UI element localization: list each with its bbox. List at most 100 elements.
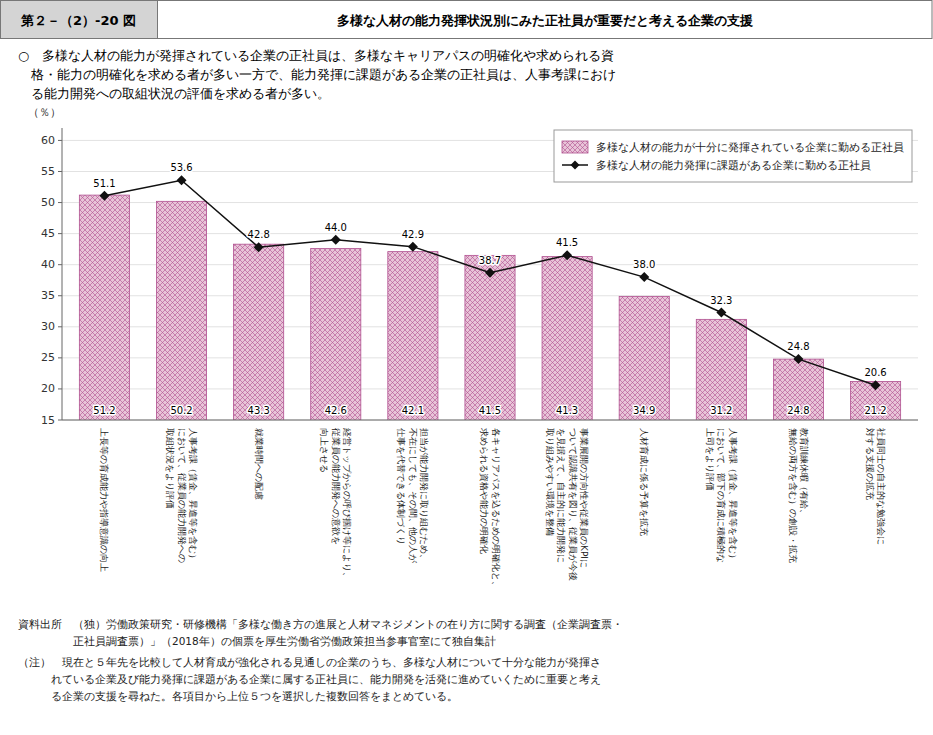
x-axis-line bbox=[62, 420, 918, 421]
category-label-line: を見据えて、自主的に能力開発に bbox=[556, 428, 566, 563]
line-marker bbox=[562, 250, 572, 260]
legend-marker bbox=[571, 161, 580, 170]
source-note: 資料出所 （独）労働政策研究・研修機構「多様な働き方の進展と人材マネジメントの在… bbox=[18, 618, 623, 631]
line-value-label: 51.1 bbox=[93, 178, 115, 189]
bar-value-label: 21.2 bbox=[864, 405, 886, 416]
bar-value-label: 50.2 bbox=[170, 405, 192, 416]
y-tick-label: 50 bbox=[41, 196, 55, 209]
y-tick bbox=[58, 388, 62, 389]
subtitle: ○ 多様な人材の能力が発揮されている企業の正社員は、多様なキャリアパスの明確化や… bbox=[18, 48, 614, 63]
category-label-line: 人材育成に係る予算を拡充 bbox=[639, 428, 649, 536]
y-tick bbox=[58, 326, 62, 327]
category-label-line: 向上させる bbox=[319, 428, 329, 473]
line-value-label: 38.0 bbox=[633, 259, 655, 270]
bar-value-label: 31.2 bbox=[710, 405, 732, 416]
y-tick bbox=[58, 202, 62, 203]
bar bbox=[311, 249, 361, 420]
marks bbox=[79, 175, 900, 420]
category-label: 人事考課（賃金、昇進等を含む）において、従業員の能力開発への取組状況をより評価 bbox=[165, 428, 198, 563]
bar bbox=[234, 244, 284, 420]
category-label: 教育訓練休暇（有給、無給の両方を含む）の創設・拡充 bbox=[788, 428, 810, 563]
category-label-line: 上司をより評価 bbox=[705, 428, 715, 491]
x-axis: 上長等の育成能力や指導意識の向上人事考課（賃金、昇進等を含む）において、従業員の… bbox=[99, 427, 886, 590]
line-value-label: 53.6 bbox=[170, 162, 192, 173]
line-marker bbox=[408, 242, 418, 252]
category-label-line: 人事考課（賃金、昇進等を含む） bbox=[188, 428, 198, 563]
bar-value-label: 41.3 bbox=[556, 405, 578, 416]
line-value-label: 42.9 bbox=[402, 229, 424, 240]
bar bbox=[619, 296, 669, 420]
category-label-line: 無給の両方を含む）の創設・拡充 bbox=[788, 428, 798, 563]
y-tick-label: 35 bbox=[41, 289, 55, 302]
y-tick-label: 30 bbox=[41, 320, 55, 333]
y-tick-label: 40 bbox=[41, 258, 55, 271]
category-label: 社員同士の自主的な勉強会に対する支援の拡充 bbox=[865, 428, 887, 545]
line-value-label: 42.8 bbox=[248, 229, 270, 240]
line-value-label: 24.8 bbox=[787, 341, 809, 352]
bar bbox=[388, 252, 438, 420]
y-tick bbox=[58, 420, 62, 421]
y-tick bbox=[58, 233, 62, 234]
category-label-line: 社員同士の自主的な勉強会に bbox=[876, 428, 886, 545]
y-axis-label: （％） bbox=[28, 106, 61, 119]
legend-label: 多様な人材の能力が十分に発揮されている企業に勤める正社員 bbox=[596, 141, 904, 154]
y-tick bbox=[58, 171, 62, 172]
note: れている企業及び能力発揮に課題がある企業に属する正社員に、能力開発を活発に進めて… bbox=[18, 673, 601, 686]
figure-number-box bbox=[1, 1, 158, 39]
bar-value-label: 41.5 bbox=[479, 405, 501, 416]
note: る企業の支援を尋ねた。各項目から上位５つを選択した複数回答をまとめている。 bbox=[18, 690, 458, 702]
category-label: 上長等の育成能力や指導意識の向上 bbox=[99, 428, 109, 572]
legend-label: 多様な人材の能力発揮に課題がある企業に勤める正社員 bbox=[596, 159, 871, 172]
title-box bbox=[158, 1, 933, 39]
category-label: 就業時間への配慮 bbox=[254, 428, 264, 500]
category-label-line: 不在にしても、その間、他の人が bbox=[408, 428, 418, 564]
y-tick-label: 20 bbox=[41, 382, 55, 395]
bar-value-label: 42.6 bbox=[325, 405, 347, 416]
category-label: 各キャリアパスを込るための明確化と、求められる資格や能力の明確化 bbox=[479, 428, 501, 590]
subtitle: 格・能力の明確化を求める者が多い一方で、能力発揮に課題がある企業の正社員は、人事… bbox=[18, 67, 616, 82]
category-label-line: 事業展開の方向性や従業員のKPIに bbox=[579, 428, 589, 568]
legend: 多様な人材の能力が十分に発揮されている企業に勤める正社員多様な人材の能力発揮に課… bbox=[554, 130, 912, 182]
bar bbox=[773, 359, 823, 420]
category-label-line: 各キャリアパスを込るための明確化と、 bbox=[491, 428, 501, 590]
category-label-line: 対する支援の拡充 bbox=[865, 428, 875, 500]
line-value-label: 32.3 bbox=[710, 295, 732, 306]
line-marker bbox=[177, 175, 187, 185]
line-value-label: 44.0 bbox=[325, 222, 347, 233]
y-tick-label: 15 bbox=[41, 414, 55, 427]
y-tick-label: 60 bbox=[41, 134, 55, 147]
category-label: 人材育成に係る予算を拡充 bbox=[639, 428, 649, 536]
bar bbox=[696, 319, 746, 420]
line-marker bbox=[331, 235, 341, 245]
category-label-line: において、部下の育成に積極的な bbox=[716, 428, 726, 563]
data-labels: 51.250.243.342.642.141.541.334.931.224.8… bbox=[93, 162, 886, 416]
category-label: 担当が能力開発に取り組むため、不在にしても、その間、他の人が仕事を代替できる体制… bbox=[396, 428, 429, 564]
chart: 第２－（2）-20 図多様な人材の能力発揮状況別にみた正社員が重要だと考える企業… bbox=[0, 0, 933, 735]
line-marker bbox=[254, 242, 264, 252]
legend-box bbox=[554, 130, 912, 182]
legend-swatch bbox=[562, 141, 588, 153]
category-label-line: ついて認識共有を図り、従業員が今後 bbox=[568, 428, 578, 581]
grid-line bbox=[62, 420, 918, 421]
category-label-line: において、従業員の能力開発への bbox=[177, 428, 187, 563]
note: （注） 現在と５年先を比較して人材育成が強化される見通しの企業のうち、多様な人材… bbox=[18, 656, 601, 669]
line-value-label: 41.5 bbox=[556, 237, 578, 248]
y-tick bbox=[58, 140, 62, 141]
bar bbox=[465, 255, 515, 420]
category-label-line: 経営トップからの呼び掴け等により、 bbox=[342, 427, 352, 581]
bar-value-label: 43.3 bbox=[248, 405, 270, 416]
line-marker bbox=[793, 354, 803, 364]
category-label-line: 取り組みやすい環境を整備 bbox=[545, 428, 555, 536]
bar bbox=[156, 201, 206, 420]
bar-value-label: 51.2 bbox=[93, 405, 115, 416]
y-tick bbox=[58, 295, 62, 296]
category-label-line: 教育訓練休暇（有給、 bbox=[799, 428, 809, 518]
category-label-line: 取組状況をより評価 bbox=[165, 428, 175, 509]
y-tick bbox=[58, 357, 62, 358]
category-label-line: 担当が能力開発に取り組むため、 bbox=[419, 428, 429, 563]
y-tick-label: 25 bbox=[41, 351, 55, 364]
category-label-line: 人事考課（賃金、昇進等を含む） bbox=[728, 428, 738, 563]
line-marker bbox=[485, 268, 495, 278]
y-tick-label: 45 bbox=[41, 227, 55, 240]
category-label-line: 上長等の育成能力や指導意識の向上 bbox=[99, 428, 109, 572]
